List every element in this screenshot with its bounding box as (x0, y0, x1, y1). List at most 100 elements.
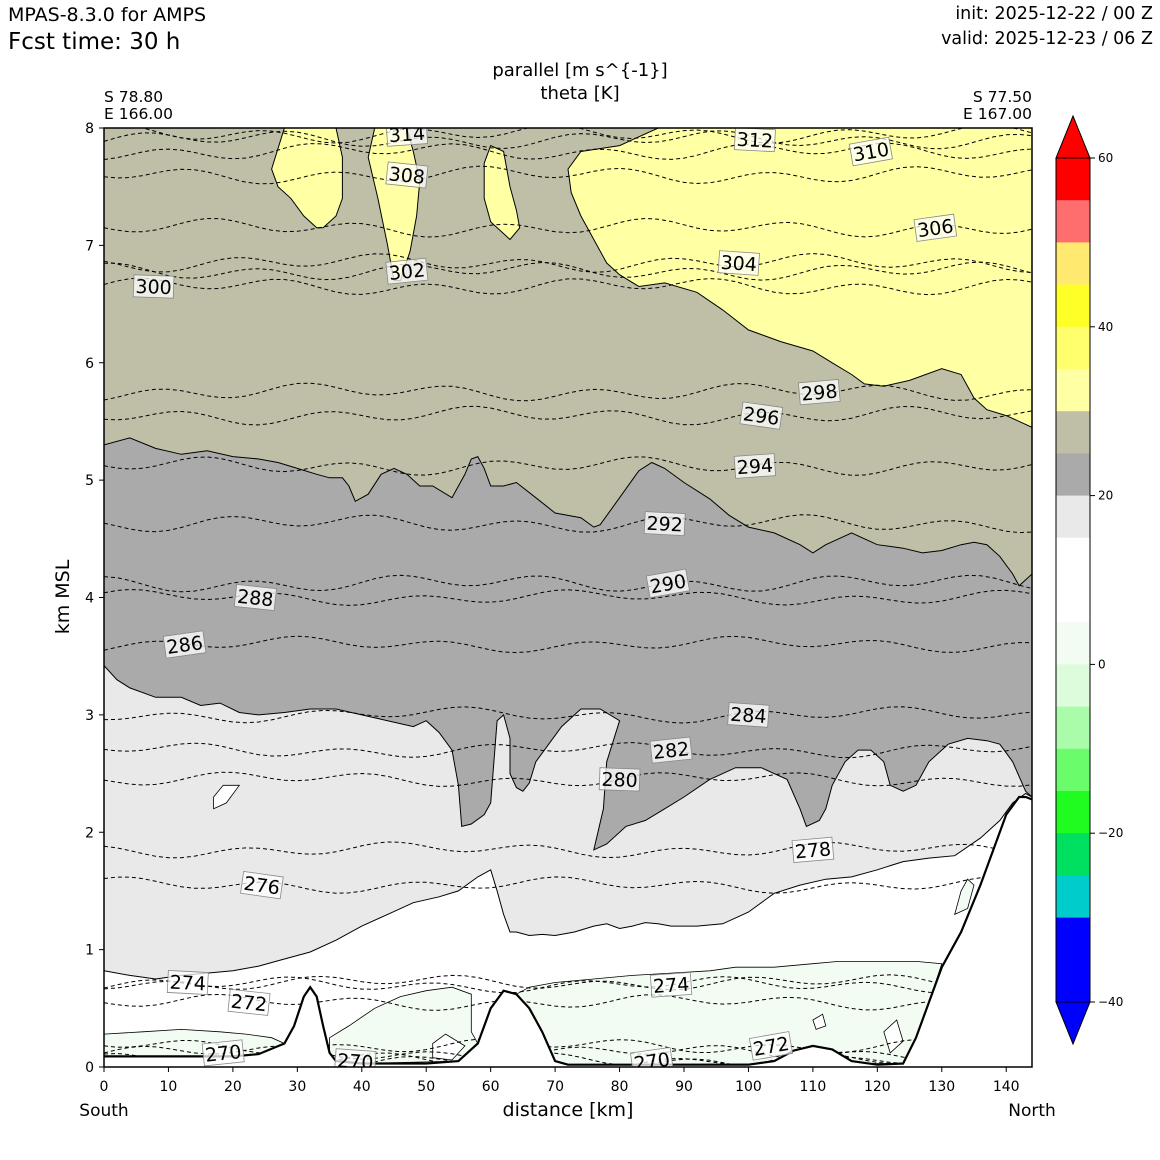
colorbar-bin (1056, 495, 1090, 539)
colorbar-bin (1056, 411, 1090, 454)
theta-label-box (233, 584, 277, 611)
x-tick-label: 130 (928, 1079, 955, 1095)
theta-contour-298 (104, 382, 1032, 402)
x-tick-label: 30 (288, 1079, 306, 1095)
theta-contour-292 (104, 514, 1032, 534)
y-tick-label: 8 (85, 121, 94, 137)
theta-label-306: 306 (913, 213, 958, 242)
model-name: MPAS-8.3.0 for AMPS (8, 4, 207, 26)
theta-label-box (385, 257, 429, 285)
x-axis-label: distance [km] (502, 1099, 634, 1121)
colorbar-bin (1056, 875, 1090, 919)
theta-label-text: 272 (230, 991, 268, 1017)
north-endpoint-label: North (1008, 1101, 1056, 1121)
init-time: init: 2025-12-22 / 00 Z (955, 4, 1153, 24)
theta-label-box (733, 453, 777, 479)
theta-label-box (791, 836, 835, 864)
x-tick-label: 10 (160, 1079, 178, 1095)
yellow-region-right (567, 128, 1032, 428)
theta-label-312: 312 (733, 128, 776, 153)
theta-label-286: 286 (162, 630, 207, 659)
colorbar-bin (1056, 706, 1090, 750)
x-tick-label: 50 (417, 1079, 435, 1095)
colorbar-frame (1055, 157, 1091, 1003)
theta-label-308: 308 (385, 161, 429, 189)
theta-label-box (913, 213, 958, 242)
theta-contour-300 (104, 277, 1032, 296)
theta-contour-314 (140, 128, 1032, 144)
theta-label-text: 276 (242, 873, 281, 900)
theta-label-296: 296 (739, 401, 784, 430)
theta-label-text: 274 (652, 974, 690, 998)
theta-label-box (848, 136, 893, 167)
theta-contour-308 (104, 165, 1032, 185)
theta-label-text: 292 (646, 513, 683, 537)
colorbar-bin (1056, 622, 1090, 665)
theta-label-text: 302 (388, 259, 426, 285)
y-tick-label: 7 (85, 238, 94, 254)
y-tick-label: 4 (85, 591, 94, 607)
theta-label-text: 298 (800, 381, 838, 406)
theta-label-box (598, 767, 641, 792)
theta-contour-304 (104, 253, 1032, 273)
colorbar-tick-label: −40 (1098, 995, 1123, 1009)
colorbar-bin (1056, 453, 1090, 497)
colorbar-bin (1056, 748, 1090, 792)
end-lon: E 167.00 (963, 105, 1032, 123)
y-tick-label: 3 (85, 708, 94, 724)
theta-label-text: 306 (916, 215, 955, 242)
theta-contour-286 (104, 635, 1032, 654)
colorbar-bin (1056, 326, 1090, 370)
valid-time: valid: 2025-12-23 / 06 Z (941, 29, 1153, 49)
colorbar-extend-top (1055, 114, 1091, 159)
theta-label-text: 282 (652, 738, 690, 764)
theta-contour-274 (104, 976, 1032, 994)
colorbar-bin (1056, 242, 1090, 286)
colorbar-bin (1056, 537, 1090, 581)
theta-label-text: 300 (135, 276, 172, 299)
theta-contour-282 (104, 742, 1032, 759)
theta-label-text: 314 (388, 123, 426, 147)
theta-label-270: 270 (201, 1039, 245, 1067)
calm-pocket (213, 784, 241, 810)
theta-label-box (132, 274, 175, 299)
theta-label-box (630, 1046, 674, 1067)
x-tick-label: 90 (675, 1079, 693, 1095)
theta-contour-290 (104, 574, 1032, 593)
theta-label-text: 294 (736, 455, 774, 479)
theta-label-text: 274 (169, 972, 206, 996)
theta-label-box (240, 870, 284, 900)
theta-label-280: 280 (598, 767, 641, 792)
x-tick-label: 80 (611, 1079, 629, 1095)
theta-label-292: 292 (643, 511, 686, 537)
theta-label-text: 286 (165, 632, 204, 659)
theta-label-text: 284 (729, 704, 767, 728)
theta-label-text: 270 (204, 1041, 242, 1067)
theta-label-276: 276 (240, 870, 284, 900)
theta-label-text: 312 (736, 129, 773, 153)
theta-label-box (645, 568, 690, 599)
chart-title-theta: theta [K] (540, 83, 620, 104)
theta-label-text: 288 (236, 586, 274, 612)
theta-label-304: 304 (717, 250, 760, 276)
theta-contour-278 (104, 841, 1032, 859)
theta-label-box (334, 1048, 377, 1067)
colorbar-bin (1056, 369, 1090, 412)
theta-label-box (201, 1039, 245, 1067)
theta-label-box (717, 250, 760, 276)
theta-label-box (649, 736, 693, 764)
colorbar-bin (1056, 284, 1090, 328)
theta-label-274: 274 (166, 970, 209, 996)
theta-label-box (797, 378, 841, 406)
terrain-line (104, 795, 1032, 1066)
theta-label-274: 274 (649, 972, 693, 998)
theta-label-294: 294 (733, 453, 777, 479)
end-point-coords: S 77.50 E 167.00 (963, 89, 1032, 123)
x-tick-label: 70 (546, 1079, 564, 1095)
y-tick-label: 5 (85, 473, 94, 489)
theta-contour-296 (104, 405, 1032, 426)
theta-contour-306 (104, 217, 1032, 238)
